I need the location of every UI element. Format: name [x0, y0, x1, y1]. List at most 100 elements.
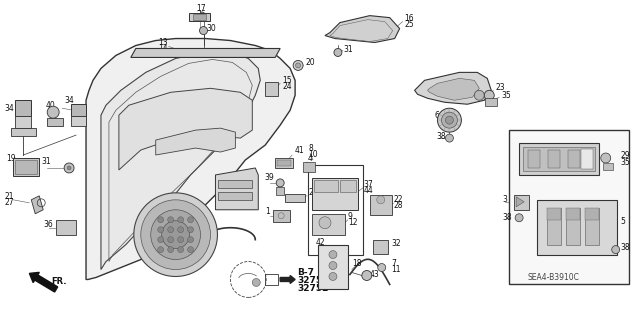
Text: 4: 4 [308, 153, 313, 162]
Polygon shape [15, 116, 31, 128]
Polygon shape [568, 150, 580, 168]
Circle shape [438, 108, 461, 132]
Text: 31: 31 [344, 45, 353, 54]
Polygon shape [585, 208, 599, 245]
Text: 32: 32 [392, 239, 401, 248]
Text: 38: 38 [621, 243, 630, 252]
Polygon shape [47, 118, 63, 126]
Polygon shape [189, 13, 211, 21]
Polygon shape [581, 149, 593, 169]
Text: 38: 38 [436, 132, 446, 141]
Polygon shape [276, 187, 284, 195]
Text: 2: 2 [308, 188, 313, 197]
Polygon shape [603, 163, 612, 170]
Polygon shape [285, 194, 305, 202]
Text: FR.: FR. [51, 277, 67, 286]
Text: 19: 19 [6, 153, 16, 162]
Polygon shape [71, 104, 86, 116]
Text: 35: 35 [621, 159, 630, 167]
Polygon shape [303, 162, 315, 172]
Polygon shape [372, 240, 388, 254]
Text: 6: 6 [435, 111, 440, 120]
Circle shape [67, 166, 71, 170]
Text: 27: 27 [4, 198, 14, 207]
Bar [509, 130, 628, 285]
Circle shape [252, 278, 260, 286]
Text: 29: 29 [621, 151, 630, 160]
Polygon shape [216, 168, 259, 210]
Text: 28: 28 [394, 201, 403, 210]
Polygon shape [265, 82, 278, 96]
Bar [318, 245, 348, 289]
Circle shape [484, 90, 494, 100]
Polygon shape [547, 208, 561, 220]
Text: 3: 3 [502, 195, 507, 204]
Circle shape [134, 193, 218, 277]
Circle shape [334, 48, 342, 56]
Text: 20: 20 [305, 58, 315, 67]
Circle shape [157, 227, 164, 233]
Circle shape [442, 112, 458, 128]
Circle shape [319, 217, 331, 229]
FancyArrow shape [280, 276, 295, 284]
Polygon shape [156, 128, 236, 155]
Circle shape [515, 214, 523, 222]
Circle shape [151, 210, 200, 260]
Circle shape [157, 237, 164, 243]
Polygon shape [31, 196, 44, 214]
Text: 44: 44 [364, 186, 374, 195]
Circle shape [601, 153, 611, 163]
Text: B-7: B-7 [297, 268, 314, 277]
Text: 5: 5 [621, 217, 625, 226]
Text: 42: 42 [316, 238, 326, 247]
Circle shape [178, 237, 184, 243]
Text: 25: 25 [404, 20, 414, 29]
Text: 11: 11 [392, 265, 401, 274]
Polygon shape [101, 52, 260, 270]
Circle shape [188, 227, 193, 233]
Polygon shape [312, 214, 345, 235]
Polygon shape [15, 100, 31, 116]
Text: 26: 26 [196, 10, 206, 19]
Text: 14: 14 [157, 44, 167, 53]
Text: 37: 37 [364, 180, 374, 189]
Circle shape [168, 237, 173, 243]
Text: 35: 35 [501, 91, 511, 100]
Text: 41: 41 [295, 145, 305, 154]
Circle shape [445, 116, 453, 124]
Circle shape [362, 271, 372, 280]
Polygon shape [566, 208, 580, 245]
Circle shape [612, 246, 620, 254]
Polygon shape [13, 158, 39, 176]
Circle shape [157, 217, 164, 223]
Polygon shape [12, 128, 36, 136]
Text: 22: 22 [394, 195, 403, 204]
Text: 16: 16 [404, 14, 414, 23]
Text: 23: 23 [495, 83, 505, 92]
Text: 36: 36 [44, 220, 53, 229]
Text: 40: 40 [45, 101, 55, 110]
Text: 32752: 32752 [297, 284, 328, 293]
Text: 24: 24 [282, 82, 292, 91]
Text: 34: 34 [4, 104, 14, 113]
Circle shape [178, 247, 184, 253]
Text: 38: 38 [502, 213, 512, 222]
Polygon shape [312, 178, 358, 210]
Circle shape [157, 247, 164, 253]
Polygon shape [218, 192, 252, 200]
Circle shape [168, 227, 173, 233]
Circle shape [162, 221, 189, 249]
Text: 18: 18 [352, 259, 362, 268]
Polygon shape [370, 195, 392, 215]
Polygon shape [314, 180, 338, 192]
Text: 1: 1 [265, 207, 270, 216]
Polygon shape [218, 180, 252, 188]
Polygon shape [119, 88, 252, 170]
Circle shape [188, 217, 193, 223]
Polygon shape [514, 195, 529, 210]
Circle shape [329, 262, 337, 270]
Text: 12: 12 [348, 218, 357, 227]
Polygon shape [485, 98, 497, 106]
Polygon shape [537, 200, 617, 255]
Polygon shape [523, 147, 595, 171]
